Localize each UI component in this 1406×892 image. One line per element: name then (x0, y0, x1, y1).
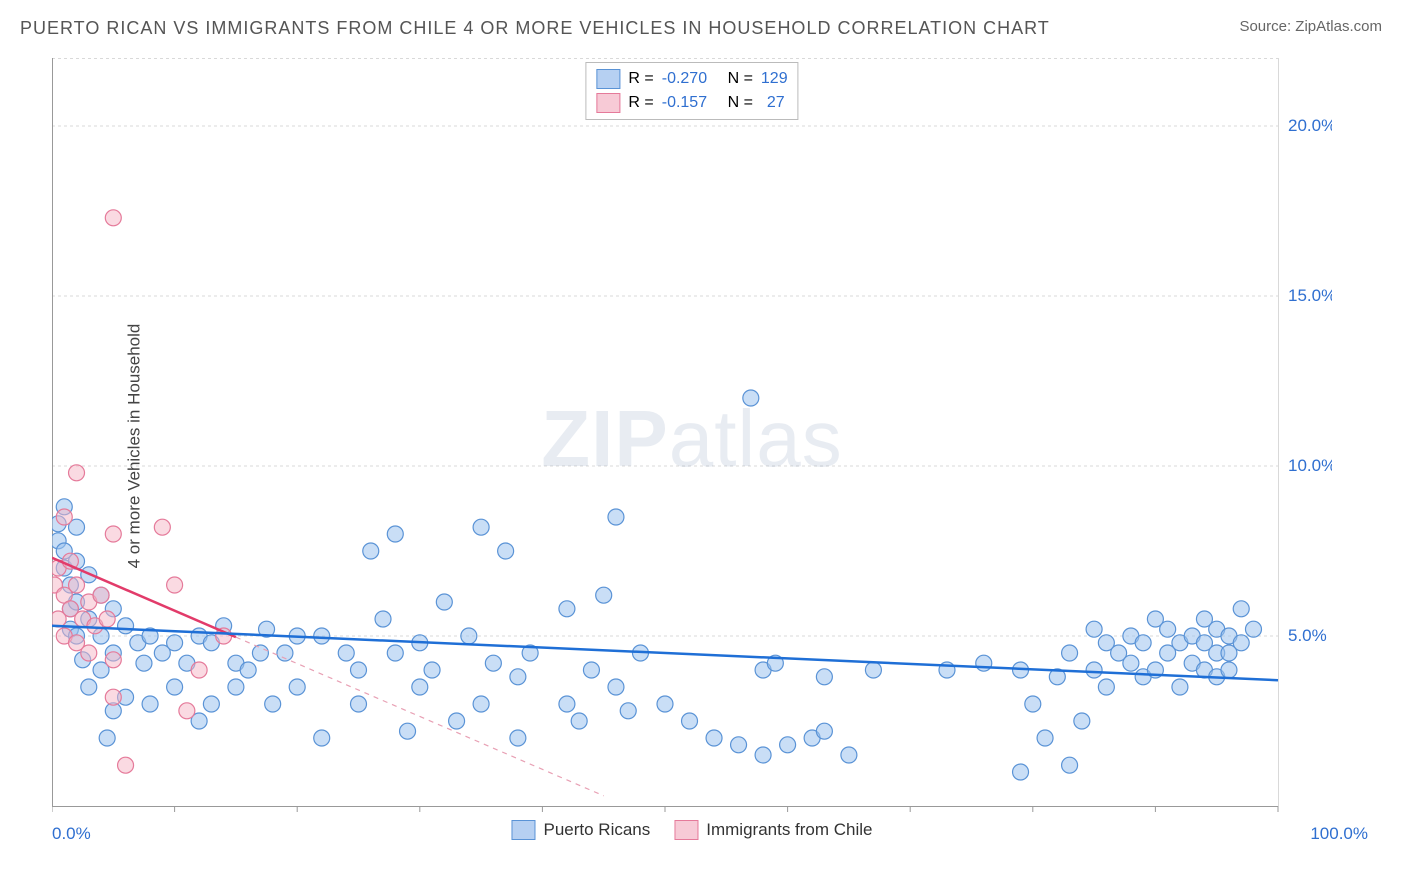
chart-area: ZIPatlas 5.0%10.0%15.0%20.0% R = -0.270 … (52, 58, 1332, 838)
x-axis-min-label: 0.0% (52, 824, 91, 844)
swatch-blue-icon (511, 820, 535, 840)
legend-item-puerto-ricans: Puerto Ricans (511, 820, 650, 840)
n-label: N = (728, 91, 753, 115)
swatch-blue-icon (596, 69, 620, 89)
legend-row-pink: R = -0.157 N = 27 (596, 91, 787, 115)
svg-text:5.0%: 5.0% (1288, 626, 1327, 645)
swatch-pink-icon (596, 93, 620, 113)
x-axis-max-label: 100.0% (1310, 824, 1368, 844)
legend-row-blue: R = -0.270 N = 129 (596, 67, 787, 91)
n-value-blue: 129 (761, 67, 788, 91)
source-attribution: Source: ZipAtlas.com (1239, 18, 1382, 35)
r-value-blue: -0.270 (662, 67, 707, 91)
r-value-pink: -0.157 (662, 91, 707, 115)
legend-label: Immigrants from Chile (706, 820, 872, 840)
r-label: R = (628, 67, 653, 91)
chart-title: PUERTO RICAN VS IMMIGRANTS FROM CHILE 4 … (20, 18, 1050, 39)
svg-text:10.0%: 10.0% (1288, 456, 1332, 475)
series-legend: Puerto Ricans Immigrants from Chile (511, 820, 872, 840)
swatch-pink-icon (674, 820, 698, 840)
n-value-pink: 27 (761, 91, 785, 115)
legend-label: Puerto Ricans (543, 820, 650, 840)
correlation-legend: R = -0.270 N = 129 R = -0.157 N = 27 (585, 62, 798, 120)
r-label: R = (628, 91, 653, 115)
n-label: N = (728, 67, 753, 91)
svg-text:20.0%: 20.0% (1288, 116, 1332, 135)
svg-text:15.0%: 15.0% (1288, 286, 1332, 305)
scatter-plot-svg: 5.0% 10.0% 15.0% 20.0% (52, 58, 1332, 838)
legend-item-chile: Immigrants from Chile (674, 820, 872, 840)
